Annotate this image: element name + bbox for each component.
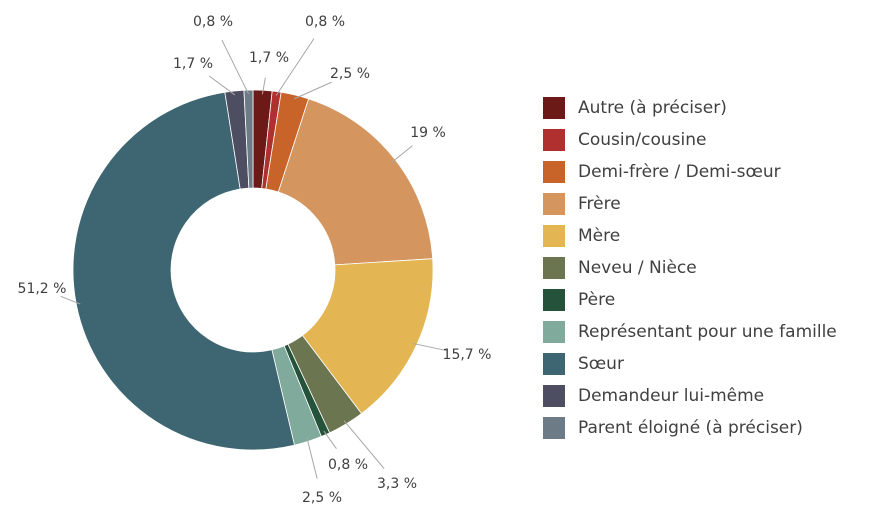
legend-swatch [543, 289, 565, 311]
leader-line [261, 77, 266, 95]
data-label: 0,8 % [193, 14, 233, 30]
data-label: 0,8 % [305, 14, 345, 30]
donut-slice [301, 258, 434, 415]
leader-line [323, 430, 337, 449]
legend-swatch [543, 129, 565, 151]
leader-line [306, 437, 318, 479]
legend-swatch [543, 321, 565, 343]
leader-line [208, 75, 236, 96]
legend-label: Cousin/cousine [578, 130, 706, 150]
leader-line [275, 38, 315, 96]
data-label: 0,8 % [328, 457, 368, 473]
leader-line [221, 39, 250, 95]
data-label: 2,5 % [302, 490, 342, 506]
legend-swatch [543, 193, 565, 215]
legend-label: Représentant pour une famille [578, 322, 837, 342]
legend-label: Demi-frère / Demi-sœur [578, 162, 781, 182]
legend-swatch [543, 161, 565, 183]
legend-swatch [543, 225, 565, 247]
legend-swatch [543, 97, 565, 119]
donut-slice [72, 91, 295, 451]
data-label: 3,3 % [377, 476, 417, 492]
legend-swatch [543, 353, 565, 375]
leader-line [60, 295, 81, 305]
legend-label: Neveu / Nièce [578, 258, 697, 278]
legend-label: Sœur [578, 354, 624, 374]
data-label: 19 % [410, 125, 446, 141]
data-label: 1,7 % [249, 50, 289, 66]
leader-line [343, 420, 385, 469]
legend-label: Frère [578, 194, 621, 214]
legend-label: Père [578, 290, 615, 310]
donut-slice [277, 98, 434, 266]
legend-swatch [543, 417, 565, 439]
legend-label: Parent éloigné (à préciser) [578, 418, 803, 438]
legend-label: Demandeur lui-même [578, 386, 764, 406]
leader-line [293, 81, 332, 100]
leader-line [391, 145, 413, 163]
data-label: 2,5 % [330, 66, 370, 82]
data-label: 15,7 % [443, 347, 492, 363]
legend-label: Mère [578, 226, 620, 246]
legend-swatch [543, 385, 565, 407]
data-label: 51,2 % [18, 281, 67, 297]
data-label: 1,7 % [173, 56, 213, 72]
legend-swatch [543, 257, 565, 279]
legend-label: Autre (à préciser) [578, 98, 727, 118]
leader-line [412, 342, 448, 352]
